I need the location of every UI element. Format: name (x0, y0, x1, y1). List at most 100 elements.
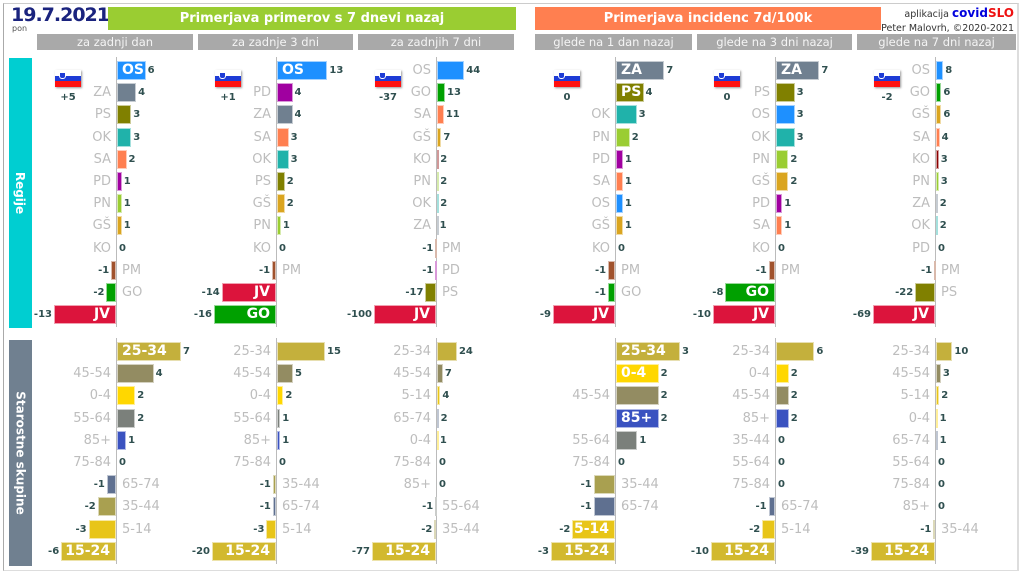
value-label: 13 (447, 87, 461, 99)
value-label: 1 (282, 434, 290, 446)
region-bar (117, 194, 122, 214)
value-label: 7 (821, 65, 829, 76)
slovenia-flag-icon (375, 70, 401, 88)
value-label: 1 (784, 220, 792, 232)
age-label: 0-4 (748, 366, 770, 382)
region-label: OS (911, 63, 930, 78)
value-label: -39 (850, 545, 869, 557)
value-label: 2 (790, 390, 798, 402)
age-bar (776, 386, 789, 406)
region-bar (435, 260, 438, 280)
value-label: 24 (458, 346, 473, 357)
value-label: 3 (638, 109, 646, 121)
age-bar (936, 430, 938, 450)
value-label: 6 (943, 87, 951, 99)
value-label: 1 (624, 198, 632, 210)
region-label: PS (621, 84, 642, 101)
region-label: KO (911, 151, 930, 167)
region-label: PM (122, 262, 142, 278)
region-bar (117, 172, 122, 191)
region-label: OS (751, 107, 770, 123)
age-label: 85+ (403, 477, 431, 493)
age-label: 0-4 (409, 432, 431, 448)
age-label: 35-44 (732, 432, 770, 448)
region-bar (616, 216, 623, 236)
region-label: ZA (781, 62, 802, 78)
region-label: PS (753, 85, 770, 101)
age-label: 75-84 (732, 477, 770, 493)
region-bar (214, 305, 276, 325)
region-bar (776, 216, 783, 236)
region-label: JV (413, 306, 430, 323)
value-label: 44 (466, 65, 481, 76)
region-label: PN (752, 151, 770, 167)
axis-line (276, 338, 277, 564)
tab-glede-na-3-dni-nazaj[interactable]: glede na 3 dni nazaj (697, 34, 852, 50)
region-label: PD (592, 151, 610, 167)
age-bar (776, 364, 789, 384)
age-bar (776, 408, 789, 428)
region-bar (277, 105, 293, 125)
value-label: 4 (645, 87, 653, 99)
value-label: 3 (942, 368, 950, 380)
value-label: 0 (439, 479, 446, 491)
value-label: 1 (123, 198, 131, 210)
axis-line (276, 57, 277, 328)
value-label: -77 (351, 545, 370, 557)
value-label: -1 (422, 501, 434, 513)
value-label: 6 (147, 65, 155, 76)
region-label: JV (592, 306, 609, 323)
value-label: 2 (128, 153, 136, 165)
value-label: 1 (282, 220, 290, 232)
age-label: 5-14 (573, 520, 609, 537)
value-label: 0 (938, 479, 945, 491)
region-label: OK (412, 196, 431, 212)
axis-line (615, 57, 616, 328)
age-bar (117, 386, 136, 406)
value-label: 7 (183, 346, 190, 357)
age-bar (593, 475, 615, 495)
brand-covid: covid (952, 6, 988, 20)
side-label-regions: Regije (9, 58, 32, 328)
region-bar (616, 61, 665, 80)
tab-za-zadnjih-7-dni[interactable]: za zadnjih 7 dni (358, 34, 514, 50)
region-bar (437, 61, 465, 80)
region-label: OS (591, 196, 610, 212)
tab-glede-na-1-dan-nazaj[interactable]: glede na 1 dan nazaj (535, 34, 692, 50)
tab-za-zadnje-3-dni[interactable]: za zadnje 3 dni (198, 34, 353, 50)
tab-za-zadnji-dan[interactable]: za zadnji dan (37, 34, 193, 50)
age-bar (117, 408, 136, 428)
age-label: 25-34 (732, 344, 770, 359)
value-label: 2 (440, 176, 448, 187)
region-bar (776, 83, 795, 103)
age-bar (711, 541, 775, 561)
age-label: 65-74 (892, 432, 930, 448)
value-label: 2 (941, 390, 949, 402)
age-label: 35-44 (941, 521, 979, 537)
country-change: +1 (220, 92, 236, 103)
region-label: KO (591, 240, 610, 256)
value-label: -1 (259, 479, 271, 491)
age-bar (616, 364, 659, 384)
tab-glede-na-7-dni-nazaj[interactable]: glede na 7 dni nazaj (857, 34, 1016, 50)
region-bar (776, 149, 789, 169)
value-label: 3 (133, 131, 141, 143)
value-label: -14 (201, 287, 220, 298)
age-label: 0-4 (89, 388, 111, 404)
country-change: 0 (723, 92, 731, 103)
region-bar (873, 305, 935, 325)
age-bar (117, 364, 154, 384)
age-bar (871, 541, 935, 561)
header-cases-comparison: Primerjava primerov s 7 dnevi nazaj (108, 7, 516, 30)
value-label: 2 (631, 131, 639, 143)
age-bar (936, 342, 953, 361)
age-label: 55-64 (442, 499, 480, 515)
value-label: 2 (137, 390, 145, 402)
value-label: 2 (790, 412, 798, 424)
age-label: 35-44 (282, 477, 320, 493)
region-bar (54, 305, 116, 325)
age-bar (277, 408, 281, 428)
value-label: -22 (895, 287, 914, 298)
age-label: 55-64 (233, 410, 271, 426)
value-label: 0 (938, 501, 945, 513)
